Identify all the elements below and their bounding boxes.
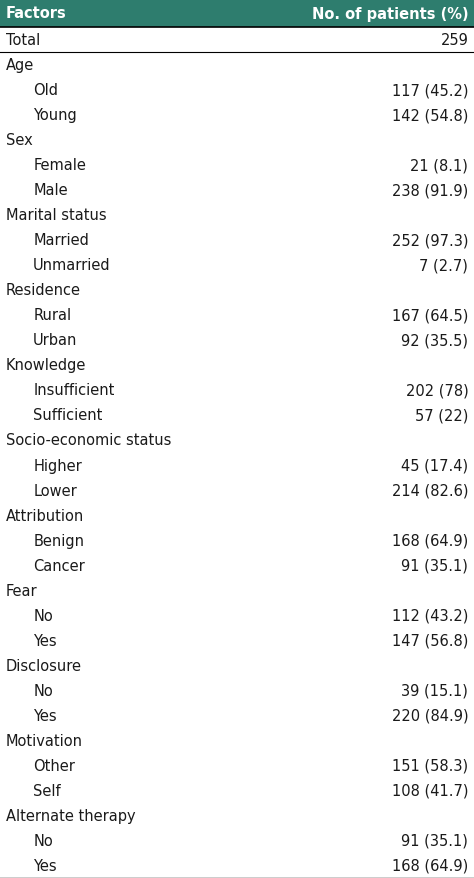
Text: Unmarried: Unmarried [33,258,111,273]
Text: 167 (64.5): 167 (64.5) [392,308,468,323]
Bar [0,0,474,28]
Text: No. of patients (%): No. of patients (%) [312,6,468,21]
Text: Male: Male [33,183,68,198]
Text: Sufficient: Sufficient [33,408,102,423]
Text: Higher: Higher [33,458,82,473]
Text: Marital status: Marital status [6,208,106,223]
Text: Benign: Benign [33,533,84,548]
Text: 252 (97.3): 252 (97.3) [392,233,468,248]
Text: 91 (35.1): 91 (35.1) [401,833,468,848]
Text: 214 (82.6): 214 (82.6) [392,483,468,498]
Text: 220 (84.9): 220 (84.9) [392,708,468,723]
Text: No: No [33,833,53,848]
Text: Married: Married [33,233,89,248]
Text: 117 (45.2): 117 (45.2) [392,83,468,98]
Text: No: No [33,608,53,623]
Text: No: No [33,683,53,698]
Text: 39 (15.1): 39 (15.1) [401,683,468,698]
Text: Yes: Yes [33,708,57,723]
Text: Yes: Yes [33,633,57,648]
Text: Other: Other [33,758,75,773]
Text: Disclosure: Disclosure [6,658,82,673]
Text: 91 (35.1): 91 (35.1) [401,558,468,573]
Text: 151 (58.3): 151 (58.3) [392,758,468,773]
Text: Rural: Rural [33,308,71,323]
Text: Young: Young [33,108,77,123]
Text: 168 (64.9): 168 (64.9) [392,858,468,873]
Text: 238 (91.9): 238 (91.9) [392,183,468,198]
Text: Knowledge: Knowledge [6,358,86,373]
Text: 57 (22): 57 (22) [415,408,468,423]
Text: 112 (43.2): 112 (43.2) [392,608,468,623]
Text: Total: Total [6,33,40,48]
Text: Residence: Residence [6,283,81,298]
Text: 202 (78): 202 (78) [406,383,468,398]
Text: Cancer: Cancer [33,558,85,573]
Text: Attribution: Attribution [6,508,84,523]
Text: 7 (2.7): 7 (2.7) [419,258,468,273]
Text: 147 (56.8): 147 (56.8) [392,633,468,648]
Text: Yes: Yes [33,858,57,873]
Text: Alternate therapy: Alternate therapy [6,808,135,823]
Text: Self: Self [33,783,61,798]
Text: Insufficient: Insufficient [33,383,115,398]
Text: Socio-economic status: Socio-economic status [6,433,171,448]
Text: Motivation: Motivation [6,733,82,748]
Text: 92 (35.5): 92 (35.5) [401,333,468,348]
Text: 45 (17.4): 45 (17.4) [401,458,468,473]
Text: 108 (41.7): 108 (41.7) [392,783,468,798]
Text: 142 (54.8): 142 (54.8) [392,108,468,123]
Text: 168 (64.9): 168 (64.9) [392,533,468,548]
Text: Lower: Lower [33,483,77,498]
Text: Age: Age [6,58,34,73]
Text: Female: Female [33,158,86,173]
Text: Factors: Factors [6,6,66,21]
Text: 21 (8.1): 21 (8.1) [410,158,468,173]
Text: Sex: Sex [6,133,32,148]
Text: Old: Old [33,83,58,98]
Text: Fear: Fear [6,583,37,598]
Text: 259: 259 [440,33,468,48]
Text: Urban: Urban [33,333,78,348]
